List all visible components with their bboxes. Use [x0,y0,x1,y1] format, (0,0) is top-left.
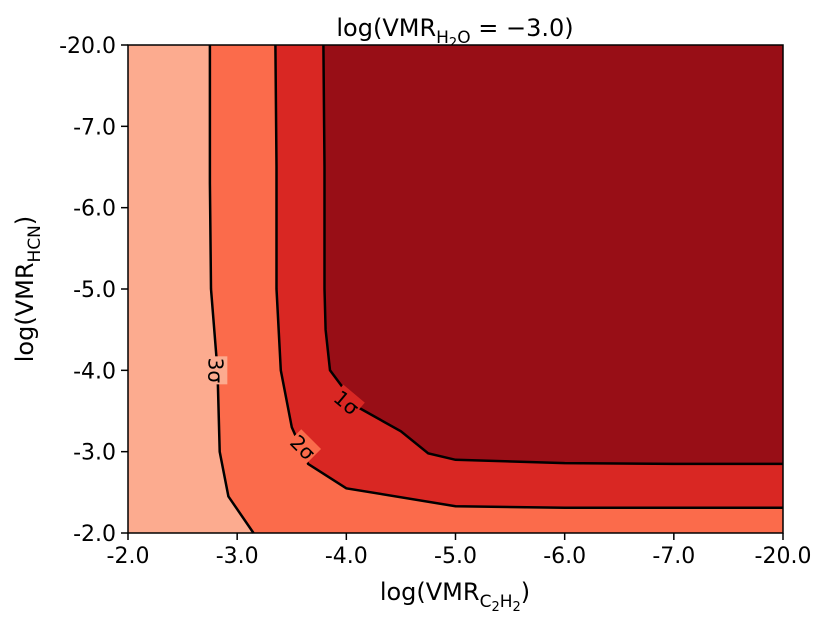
x-tick-label: -3.0 [216,544,259,569]
y-tick-label: -7.0 [73,115,116,140]
chart-title: log(VMRH2O = −3.0) [336,14,573,51]
x-tick-label: -5.0 [434,544,477,569]
contour-label-3σ: 3σ [203,358,227,384]
x-tick-label: -4.0 [325,544,368,569]
x-tick-label: -6.0 [543,544,586,569]
y-tick-label: -4.0 [73,359,116,384]
y-tick-label: -3.0 [73,441,116,466]
contour-fills [128,45,783,533]
contour-label-bg [327,384,365,422]
x-tick-label: -20.0 [755,544,812,569]
x-tick-label: -7.0 [652,544,695,569]
y-axis-ticks: -2.0 -3.0 -4.0 -5.0 -6.0 -7.0 -20.0 [59,34,128,547]
contour-label-bg [284,429,322,466]
contour-line-1σ [322,44,783,466]
contour-label-bg [203,356,228,385]
y-tick-label: -5.0 [73,278,116,303]
y-tick-label: -20.0 [59,34,116,59]
contour-line-2σ [274,44,783,510]
x-axis-ticks: -2.0 -3.0 -4.0 -5.0 -6.0 -7.0 -20.0 [107,533,812,569]
region-outside-3sigma [128,45,254,533]
y-tick-label: -6.0 [73,197,116,222]
x-axis-label: log(VMRC2H2) [380,578,530,615]
y-axis-label: log(VMRHCN) [11,216,45,363]
x-tick-label: -2.0 [107,544,150,569]
y-tick-label: -2.0 [73,522,116,547]
region-outside-1sigma [128,45,783,533]
